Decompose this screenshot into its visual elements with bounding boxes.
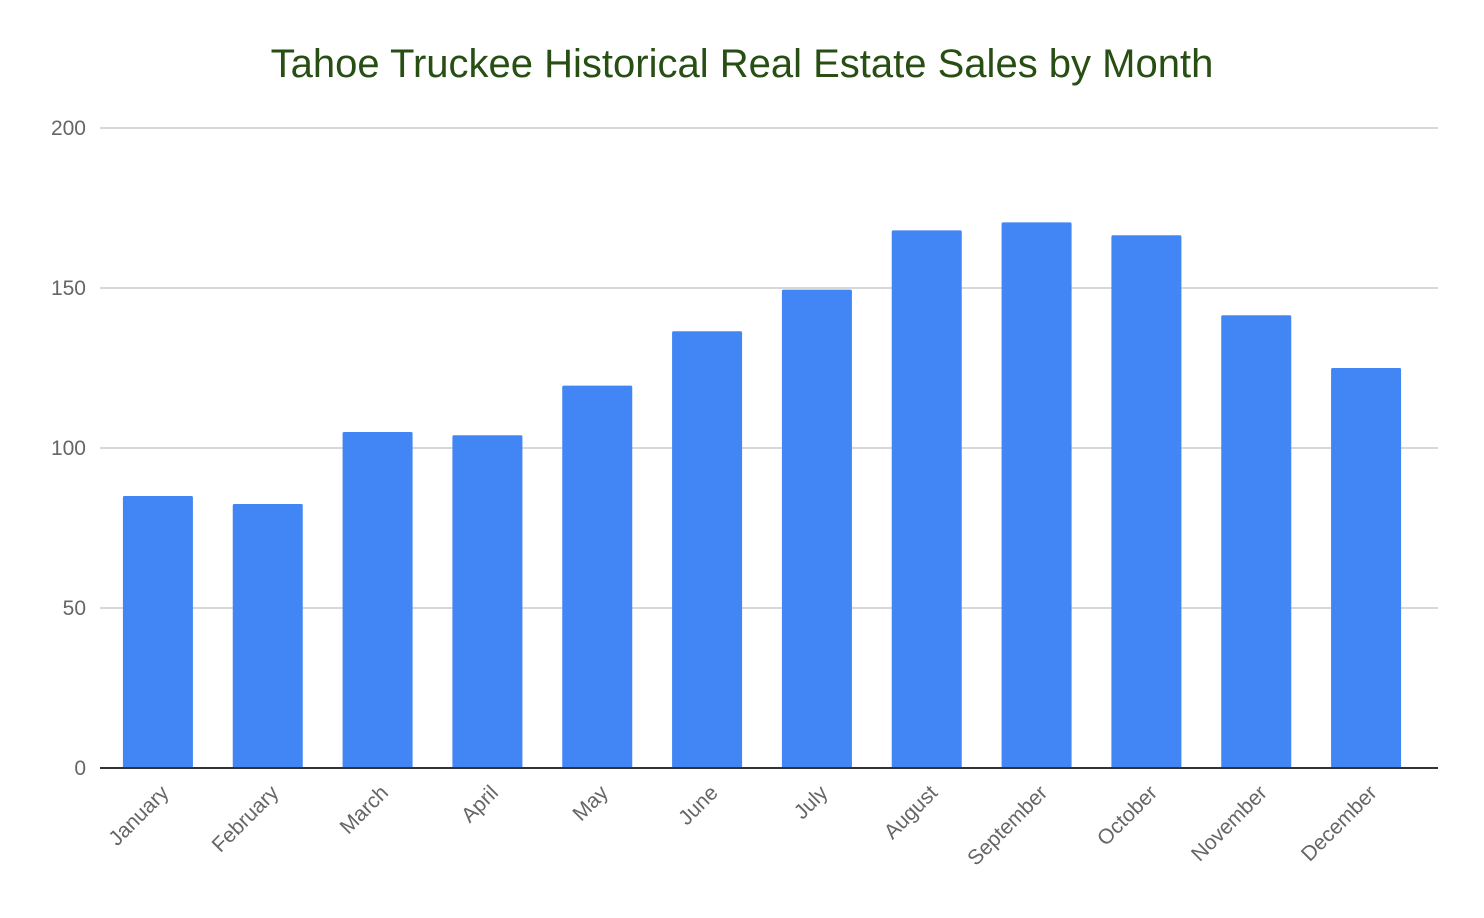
bar-september <box>1001 222 1072 768</box>
bar-may <box>562 385 633 768</box>
x-tick-label: September <box>963 781 1052 870</box>
x-tick-label: November <box>1187 781 1272 866</box>
bars <box>122 222 1402 768</box>
y-tick-label: 150 <box>51 277 86 300</box>
x-tick-label: October <box>1093 781 1162 850</box>
y-tick-label: 0 <box>74 757 86 780</box>
gridlines <box>100 127 1438 609</box>
x-tick-label: February <box>208 781 284 857</box>
x-tick-label: April <box>457 781 503 827</box>
y-tick-label: 200 <box>51 117 86 140</box>
bar-january <box>122 496 193 768</box>
bar-july <box>781 289 852 768</box>
x-tick-label: May <box>568 781 613 826</box>
x-tick-label: December <box>1297 781 1382 866</box>
bar-march <box>342 432 413 768</box>
bar-august <box>891 230 962 768</box>
bar-december <box>1331 368 1402 768</box>
bar-april <box>452 435 523 768</box>
bar-november <box>1221 315 1292 768</box>
x-tick-label: June <box>674 781 722 829</box>
x-tick-label: July <box>790 781 833 824</box>
x-tick-label: January <box>104 781 173 850</box>
x-axis-labels: January February March April May June July Augu… <box>104 781 1381 870</box>
chart-title: Tahoe Truckee Historical Real Estate Sal… <box>270 42 1214 86</box>
bar-february <box>232 504 303 768</box>
x-tick-label: August <box>880 781 943 844</box>
y-tick-label: 50 <box>63 597 86 620</box>
y-axis-ticks: 0 50 100 150 200 <box>51 117 86 780</box>
x-tick-label: March <box>336 781 394 839</box>
bar-june <box>672 331 743 768</box>
y-tick-label: 100 <box>51 437 86 460</box>
bar-october <box>1111 235 1182 768</box>
